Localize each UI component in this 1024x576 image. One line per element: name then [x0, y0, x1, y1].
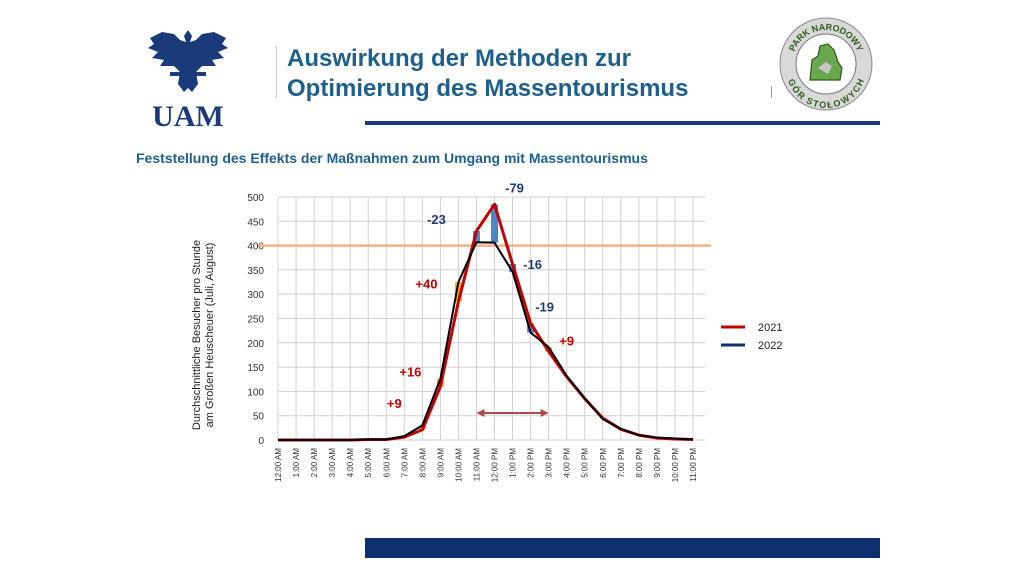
series-line-2022: [278, 241, 694, 441]
y-tick-label: 0: [258, 436, 264, 447]
legend-label: 2021: [758, 322, 782, 334]
title-tick: [771, 86, 772, 98]
title-line-1: Auswirkung der Methoden zur: [287, 45, 632, 72]
title-divider: [276, 46, 277, 98]
footer-bar: [365, 538, 880, 558]
x-tick-label: 4:00 PM: [563, 448, 572, 478]
y-tick-label: 450: [247, 217, 264, 228]
annotation-label: -16: [523, 257, 542, 272]
x-tick-label: 9:00 PM: [653, 448, 662, 478]
x-tick-label: 7:00 AM: [400, 448, 409, 478]
x-tick-label: 3:00 AM: [328, 448, 337, 478]
x-tick-label: 5:00 AM: [364, 448, 373, 478]
x-tick-label: 8:00 PM: [635, 448, 644, 478]
annotation-label: -19: [535, 299, 554, 314]
x-tick-label: 4:00 AM: [346, 448, 355, 478]
x-tick-label: 2:00 PM: [527, 448, 536, 478]
x-tick-label: 5:00 PM: [581, 448, 590, 478]
y-tick-label: 50: [253, 412, 265, 423]
series-line-2021: [278, 202, 694, 442]
y-tick-label: 350: [247, 266, 264, 277]
y-tick-label: 150: [247, 363, 264, 374]
x-tick-label: 3:00 PM: [545, 448, 554, 478]
x-tick-label: 12:00 AM: [274, 448, 283, 482]
title-line-2: Optimierung des Massentourismus: [287, 75, 689, 102]
range-arrow-right-head: [540, 409, 549, 417]
range-arrow-left-head: [476, 409, 485, 417]
x-tick-label: 6:00 AM: [382, 448, 391, 478]
annotation-label: +9: [559, 334, 574, 349]
y-tick-label: 300: [247, 290, 264, 301]
x-tick-label: 12:00 PM: [491, 448, 500, 483]
legend-label: 2022: [758, 340, 782, 352]
x-tick-label: 11:00 PM: [689, 448, 698, 482]
header-rule: [365, 121, 880, 125]
chart-subtitle: Feststellung des Effekts der Maßnahmen z…: [136, 150, 648, 166]
difference-bar: [454, 282, 462, 302]
uam-logo-text: UAM: [152, 100, 224, 132]
x-tick-label: 8:00 AM: [418, 448, 427, 478]
uam-logo: UAM: [148, 30, 228, 132]
y-tick-label: 100: [247, 387, 264, 398]
x-tick-label: 6:00 PM: [599, 448, 608, 478]
y-tick-label: 400: [247, 242, 264, 253]
annotation-label: +16: [399, 365, 421, 380]
x-tick-label: 11:00 AM: [472, 448, 481, 482]
x-tick-label: 9:00 AM: [436, 448, 445, 478]
x-tick-label: 10:00 PM: [671, 448, 680, 483]
x-tick-label: 10:00 AM: [454, 448, 463, 482]
y-tick-label: 500: [247, 193, 264, 204]
x-tick-label: 1:00 PM: [509, 448, 518, 478]
difference-bar: [491, 204, 499, 243]
x-tick-label: 7:00 PM: [617, 448, 626, 478]
x-tick-label: 2:00 AM: [310, 448, 319, 478]
park-logo: PARK NARODOWY GÓR STOŁOWYCH: [779, 17, 873, 111]
annotation-label: +40: [415, 276, 437, 291]
difference-bar: [527, 323, 535, 333]
annotation-label: -23: [427, 212, 446, 227]
y-tick-label: 200: [247, 339, 264, 350]
x-tick-label: 1:00 AM: [292, 448, 301, 478]
annotation-label: +9: [387, 396, 402, 411]
y-tick-label: 250: [247, 315, 264, 326]
page-title: Auswirkung der Methoden zur Optimierung …: [287, 44, 767, 104]
annotation-label: -79: [505, 180, 524, 195]
